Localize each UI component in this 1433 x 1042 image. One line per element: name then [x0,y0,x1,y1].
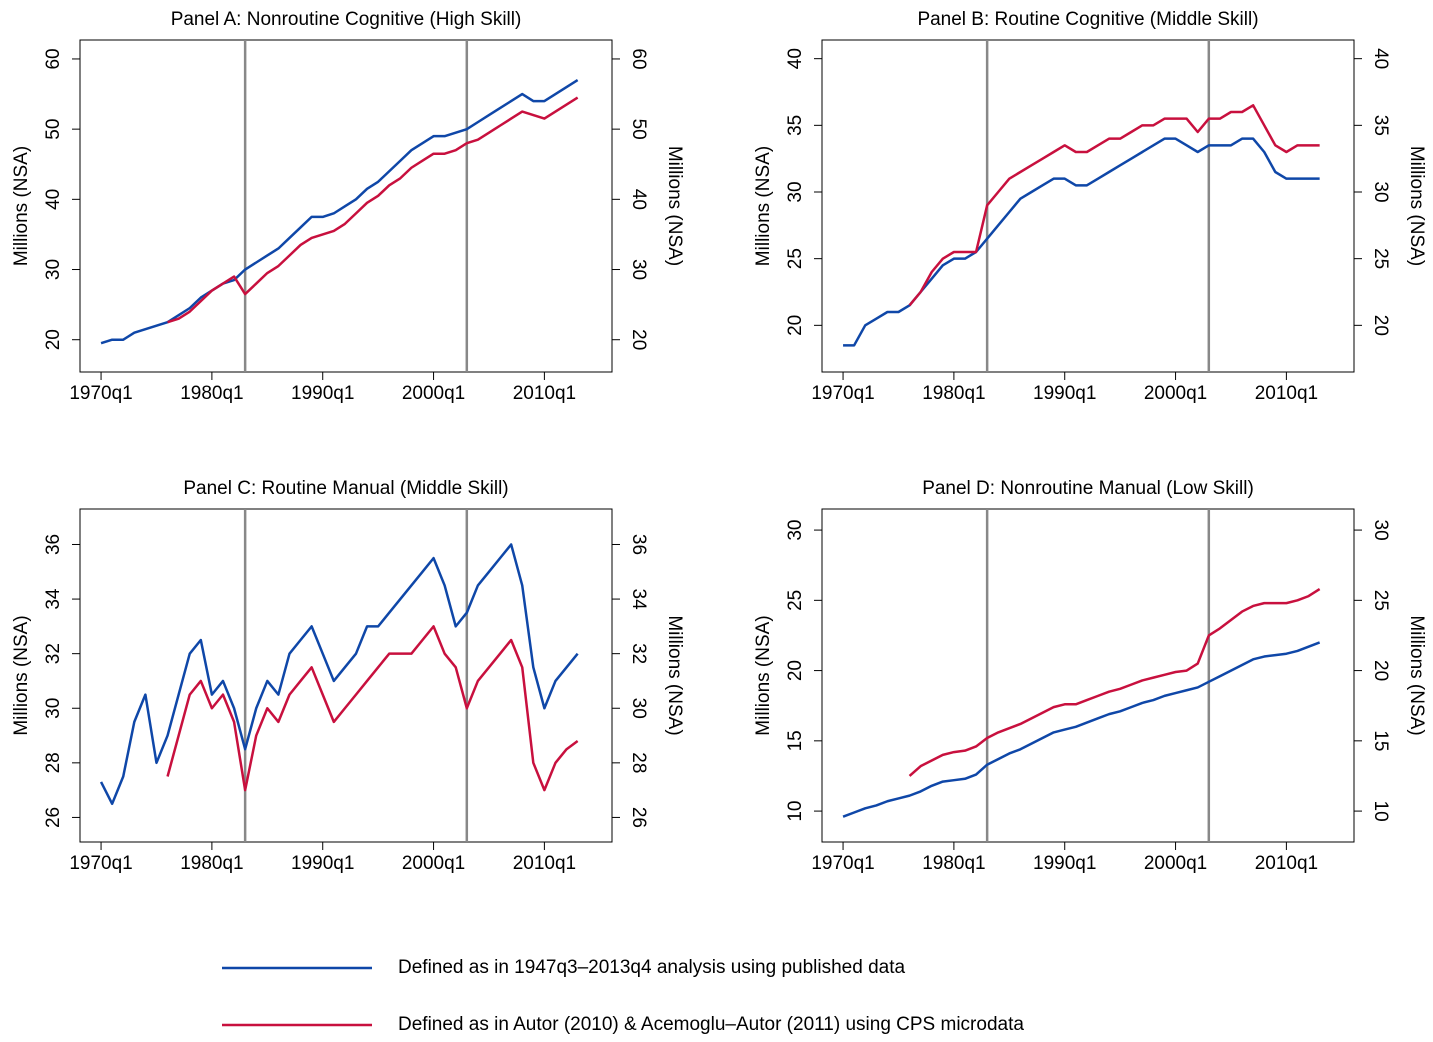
y2-tick-label: 60 [628,48,649,69]
y-tick-label: 36 [43,534,64,555]
x-tick-label: 1980q1 [180,853,243,874]
y2-tick-label: 26 [628,807,649,828]
x-tick-label: 1980q1 [180,383,243,404]
y2-tick-label: 20 [1370,660,1391,681]
y-axis-label: Millions (NSA) [11,146,32,266]
y-tick-label: 40 [785,48,806,69]
y-tick-label: 20 [785,315,806,336]
y-tick-label: 60 [43,48,64,69]
data-line [843,137,1320,347]
y-axis-label: Millions (NSA) [753,615,774,735]
y2-tick-label: 25 [1370,590,1391,611]
y2-tick-label: 30 [1370,520,1391,541]
y-tick-label: 32 [43,643,64,664]
x-tick-label: 2010q1 [513,853,576,874]
x-tick-label: 1980q1 [922,383,985,404]
y2-tick-label: 35 [1370,115,1391,136]
x-tick-label: 2010q1 [1255,383,1318,404]
y2-tick-label: 50 [628,119,649,140]
y2-axis-label: Millions (NSA) [664,146,685,266]
y-tick-label: 40 [43,189,64,210]
y2-tick-label: 10 [1370,801,1391,822]
y-tick-label: 20 [785,660,806,681]
x-tick-label: 2000q1 [402,383,465,404]
data-line [99,543,579,806]
plot-frame [821,39,1355,373]
x-tick-label: 2000q1 [1144,853,1207,874]
y2-tick-label: 40 [628,189,649,210]
y-tick-label: 15 [785,730,806,751]
panel-title: Panel A: Nonroutine Cognitive (High Skil… [171,9,522,30]
panel-title: Panel B: Routine Cognitive (Middle Skill… [917,9,1258,30]
x-tick-label: 2010q1 [1255,853,1318,874]
y2-tick-label: 30 [1370,181,1391,202]
y2-tick-label: 30 [628,698,649,719]
y-tick-label: 30 [43,698,64,719]
plot-frame [821,508,1355,843]
y-tick-label: 30 [43,259,64,280]
x-tick-label: 1990q1 [1033,383,1096,404]
data-line [842,641,1321,818]
x-tick-label: 1990q1 [1033,853,1096,874]
x-tick-label: 1980q1 [922,853,985,874]
y2-tick-label: 34 [628,589,649,611]
y-axis-label: Millions (NSA) [753,146,774,266]
y-tick-label: 25 [785,248,806,269]
y2-tick-label: 28 [628,752,649,773]
y2-axis-label: Millions (NSA) [664,615,685,735]
data-line [908,104,1320,307]
y-tick-label: 34 [43,588,64,610]
legend-label: Defined as in Autor (2010) & Acemoglu–Au… [398,1014,1024,1035]
legend-label: Defined as in 1947q3–2013q4 analysis usi… [398,957,905,978]
data-line [167,96,579,324]
x-tick-label: 1970q1 [811,853,874,874]
y-axis-label: Millions (NSA) [11,615,32,735]
y-tick-label: 28 [43,752,64,773]
x-tick-label: 1970q1 [69,383,132,404]
panel-title: Panel D: Nonroutine Manual (Low Skill) [922,478,1254,499]
plot-frame [79,508,613,843]
y2-tick-label: 15 [1370,730,1391,751]
y2-tick-label: 32 [628,643,649,664]
y2-tick-label: 20 [1370,315,1391,336]
panel-title: Panel C: Routine Manual (Middle Skill) [183,478,508,499]
y-tick-label: 50 [43,119,64,140]
plot-frame [79,39,613,373]
y-tick-label: 30 [785,181,806,202]
data-line [166,625,579,792]
y2-tick-label: 30 [628,259,649,280]
x-tick-label: 2000q1 [402,853,465,874]
y-tick-label: 30 [785,520,806,541]
y-tick-label: 10 [785,801,806,822]
y2-tick-label: 36 [628,534,649,555]
x-tick-label: 2010q1 [513,383,576,404]
data-line [100,78,579,345]
y2-tick-label: 25 [1370,248,1391,269]
y2-axis-label: Millions (NSA) [1406,146,1427,266]
x-tick-label: 1990q1 [291,853,354,874]
data-line [908,588,1321,777]
y-tick-label: 35 [785,115,806,136]
y-tick-label: 26 [43,807,64,828]
y2-tick-label: 20 [628,329,649,350]
y2-axis-label: Millions (NSA) [1406,615,1427,735]
y2-tick-label: 40 [1370,48,1391,69]
x-tick-label: 1970q1 [811,383,874,404]
y-tick-label: 20 [43,329,64,350]
x-tick-label: 1990q1 [291,383,354,404]
x-tick-label: 1970q1 [69,853,132,874]
y-tick-label: 25 [785,590,806,611]
x-tick-label: 2000q1 [1144,383,1207,404]
